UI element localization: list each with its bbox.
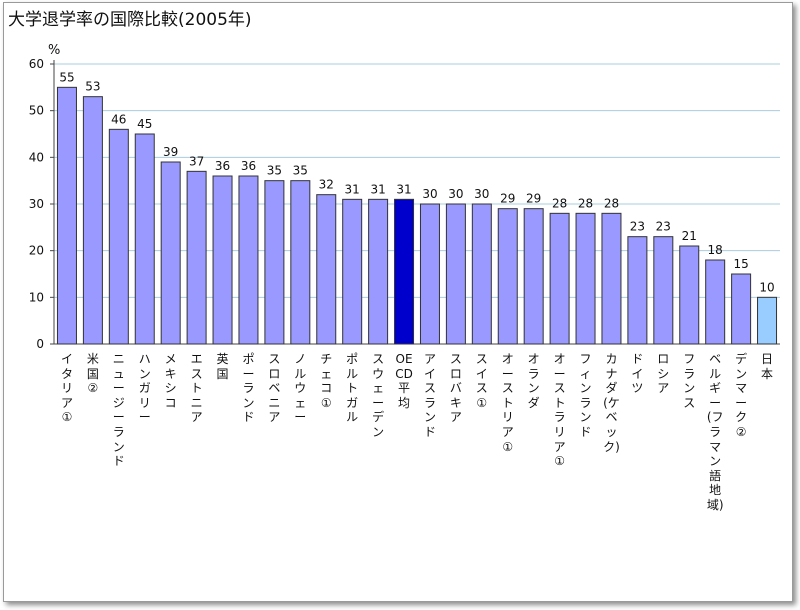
bar bbox=[445, 203, 466, 345]
x-tick-label: 英国 bbox=[216, 352, 229, 381]
bar bbox=[342, 198, 363, 345]
x-tick-label: イタリア① bbox=[60, 352, 73, 425]
data-label: 39 bbox=[163, 145, 178, 159]
data-label: 21 bbox=[682, 229, 697, 243]
x-tick-label: 日本 bbox=[761, 352, 774, 381]
x-tick-label: オーストラリア① bbox=[553, 352, 566, 469]
x-tick-label: スロベニア bbox=[268, 352, 281, 425]
data-label: 32 bbox=[319, 178, 334, 192]
bar bbox=[627, 236, 648, 345]
x-tick-label: アイスランド bbox=[423, 352, 436, 439]
bar bbox=[108, 128, 129, 345]
y-axis-unit: % bbox=[48, 43, 61, 58]
data-label: 23 bbox=[630, 220, 645, 234]
bar bbox=[731, 273, 752, 345]
data-label: 18 bbox=[708, 243, 723, 257]
bar bbox=[368, 198, 389, 345]
x-tick-label: カナダ(ケベック) bbox=[603, 352, 620, 454]
data-label: 29 bbox=[526, 192, 541, 206]
data-label: 28 bbox=[604, 196, 619, 210]
bar bbox=[523, 208, 544, 345]
bar bbox=[316, 194, 337, 345]
x-tick-label: フィンランド bbox=[579, 352, 592, 439]
x-tick-label: フランス bbox=[683, 352, 696, 410]
bar bbox=[679, 245, 700, 345]
bar bbox=[134, 133, 155, 345]
bar bbox=[471, 203, 492, 345]
bar bbox=[575, 212, 596, 345]
bar bbox=[497, 208, 518, 345]
data-label: 35 bbox=[293, 164, 308, 178]
x-tick-label: エストニア bbox=[190, 352, 203, 425]
bar bbox=[238, 175, 259, 345]
bar bbox=[290, 180, 311, 345]
bar bbox=[549, 212, 570, 345]
x-tick-label: ノルウェー bbox=[294, 352, 307, 425]
x-tick-label: 米国② bbox=[86, 352, 99, 396]
y-tick-label: 20 bbox=[29, 244, 44, 258]
bar bbox=[186, 170, 207, 345]
bar bbox=[705, 259, 726, 345]
bar bbox=[160, 161, 181, 345]
x-tick-label: メキシコ bbox=[164, 352, 177, 410]
x-tick-label: ドイツ bbox=[631, 352, 644, 396]
x-tick-label: スイス① bbox=[475, 352, 488, 410]
bar bbox=[56, 86, 77, 345]
bar bbox=[394, 198, 415, 345]
data-label: 28 bbox=[578, 196, 593, 210]
chart-title: 大学退学率の国際比較(2005年) bbox=[8, 10, 252, 30]
y-tick-label: 30 bbox=[29, 197, 44, 211]
bar bbox=[653, 236, 674, 345]
data-label: 30 bbox=[448, 187, 463, 201]
bar bbox=[419, 203, 440, 345]
data-label: 15 bbox=[733, 257, 748, 271]
bar bbox=[264, 180, 285, 345]
x-tick-label: オランダ bbox=[527, 352, 540, 410]
x-tick-label: ロシア bbox=[657, 352, 670, 396]
x-tick-label: ベルギー(フラマン語地域) bbox=[706, 352, 724, 512]
data-label: 30 bbox=[474, 187, 489, 201]
data-label: 36 bbox=[241, 159, 256, 173]
bar bbox=[82, 96, 103, 345]
bar bbox=[757, 296, 778, 345]
x-tick-label: スウェーデン bbox=[372, 352, 385, 439]
data-label: 23 bbox=[656, 220, 671, 234]
data-label: 31 bbox=[396, 182, 411, 196]
data-label: 31 bbox=[370, 182, 385, 196]
data-label: 37 bbox=[189, 154, 204, 168]
x-tick-label: ニュージーランド bbox=[112, 352, 125, 469]
bar bbox=[212, 175, 233, 345]
x-tick-label: ポーランド bbox=[242, 352, 255, 425]
data-label: 53 bbox=[85, 80, 100, 94]
data-label: 29 bbox=[500, 192, 515, 206]
x-tick-label: チェコ① bbox=[320, 352, 333, 410]
y-tick-label: 60 bbox=[29, 57, 44, 71]
data-label: 36 bbox=[215, 159, 230, 173]
bar bbox=[601, 212, 622, 345]
data-label: 45 bbox=[137, 117, 152, 131]
x-tick-label: OECD平均 bbox=[395, 352, 413, 410]
y-tick-label: 0 bbox=[36, 337, 44, 351]
x-tick-label: ポルトガル bbox=[346, 352, 359, 425]
data-label: 10 bbox=[759, 280, 774, 294]
x-tick-label: ハンガリー bbox=[138, 352, 151, 425]
y-tick-label: 50 bbox=[29, 104, 44, 118]
data-label: 28 bbox=[552, 196, 567, 210]
y-tick-label: 10 bbox=[29, 290, 44, 304]
x-tick-label: スロバキア bbox=[449, 352, 462, 425]
data-label: 55 bbox=[59, 70, 74, 84]
y-tick-label: 40 bbox=[29, 150, 44, 164]
data-label: 46 bbox=[111, 112, 126, 126]
data-label: 31 bbox=[345, 182, 360, 196]
data-label: 35 bbox=[267, 164, 282, 178]
x-tick-label: オーストリア① bbox=[501, 352, 514, 454]
data-label: 30 bbox=[422, 187, 437, 201]
x-tick-label: デンマーク② bbox=[735, 352, 748, 439]
